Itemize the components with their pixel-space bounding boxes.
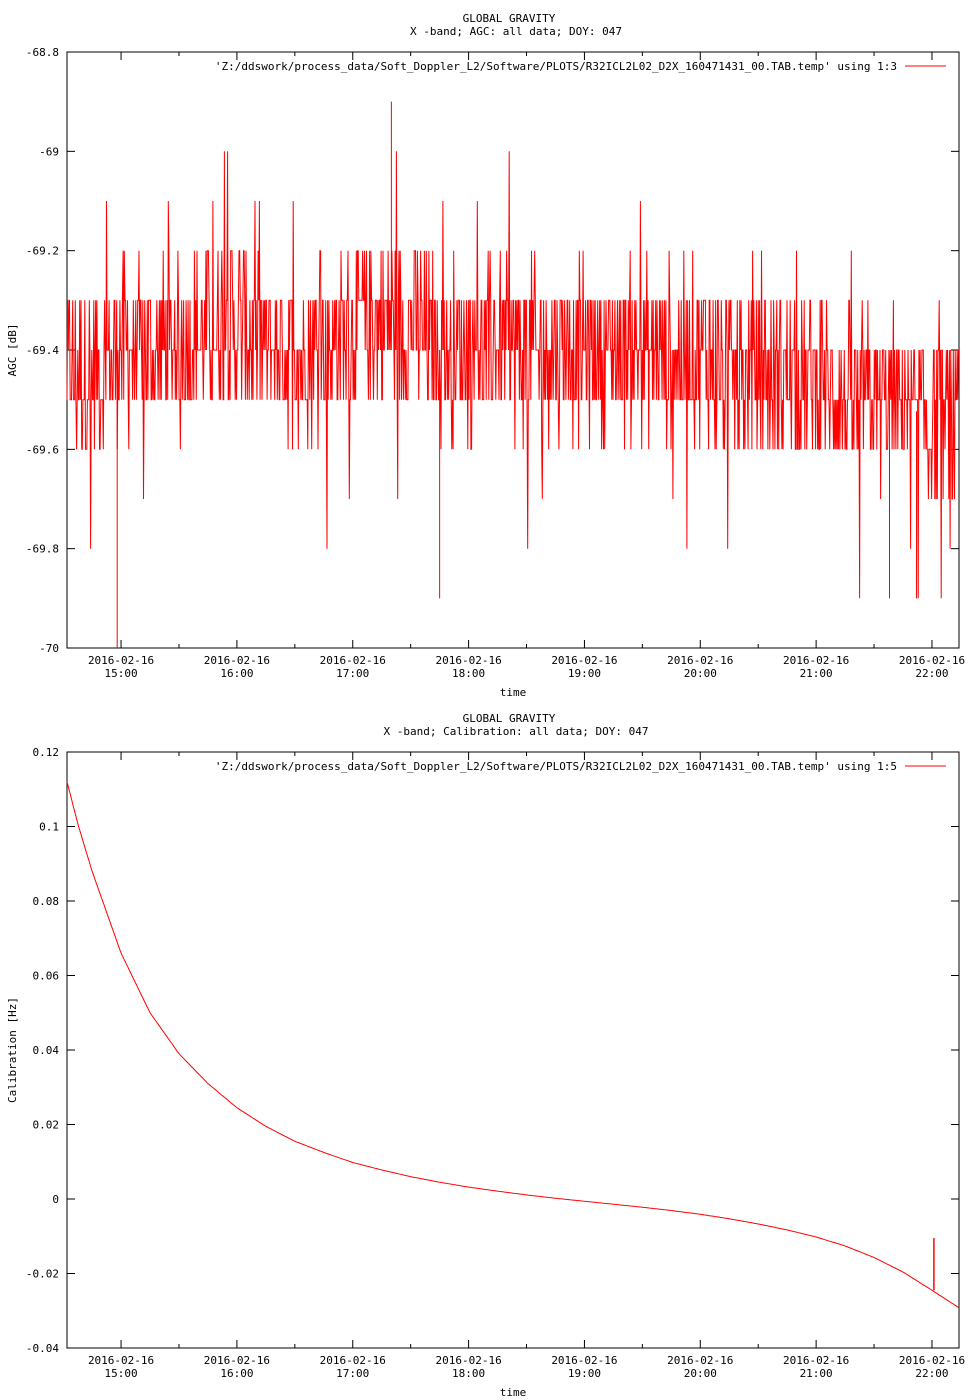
chart-subtitle: X -band; Calibration: all data; DOY: 047 xyxy=(384,725,649,738)
x-tick-time-label: 15:00 xyxy=(104,667,137,680)
calibration-chart: GLOBAL GRAVITY X -band; Calibration: all… xyxy=(6,712,965,1399)
legend: 'Z:/ddswork/process_data/Soft_Doppler_L2… xyxy=(215,60,946,73)
x-tick-time-label: 22:00 xyxy=(915,1367,948,1380)
x-tick-time-label: 18:00 xyxy=(452,667,485,680)
y-tick-label: -68.8 xyxy=(26,46,59,59)
y-tick-label: -69.8 xyxy=(26,543,59,556)
x-tick-date-label: 2016-02-16 xyxy=(320,654,386,667)
x-tick-time-label: 20:00 xyxy=(684,667,717,680)
y-axis-label: Calibration [Hz] xyxy=(6,997,19,1103)
series-group xyxy=(66,101,959,648)
x-tick-date-label: 2016-02-16 xyxy=(899,654,965,667)
x-tick-time-label: 19:00 xyxy=(568,667,601,680)
legend-label: 'Z:/ddswork/process_data/Soft_Doppler_L2… xyxy=(215,60,897,73)
x-tick-time-label: 21:00 xyxy=(800,1367,833,1380)
x-tick-time-label: 22:00 xyxy=(915,667,948,680)
x-tick-date-label: 2016-02-16 xyxy=(88,1354,154,1367)
x-tick-time-label: 17:00 xyxy=(336,667,369,680)
y-axis-label: AGC [dB] xyxy=(6,324,19,377)
y-tick-label: 0.1 xyxy=(39,821,59,834)
x-tick-time-label: 16:00 xyxy=(220,1367,253,1380)
x-tick-date-label: 2016-02-16 xyxy=(783,1354,849,1367)
x-tick-time-label: 21:00 xyxy=(800,667,833,680)
x-tick-time-label: 20:00 xyxy=(684,1367,717,1380)
y-tick-label: 0.04 xyxy=(33,1044,60,1057)
series-group xyxy=(66,781,960,1309)
y-tick-label: -0.02 xyxy=(26,1268,59,1281)
chart-subtitle: X -band; AGC: all data; DOY: 047 xyxy=(410,25,622,38)
x-tick-date-label: 2016-02-16 xyxy=(204,1354,270,1367)
x-tick-time-label: 18:00 xyxy=(452,1367,485,1380)
x-axis: 2016-02-1615:002016-02-1616:002016-02-16… xyxy=(88,752,965,1380)
legend-label: 'Z:/ddswork/process_data/Soft_Doppler_L2… xyxy=(215,760,897,773)
x-tick-date-label: 2016-02-16 xyxy=(88,654,154,667)
series-line xyxy=(66,151,959,599)
y-tick-label: -69.2 xyxy=(26,245,59,258)
x-tick-date-label: 2016-02-16 xyxy=(551,1354,617,1367)
x-tick-date-label: 2016-02-16 xyxy=(667,654,733,667)
x-tick-date-label: 2016-02-16 xyxy=(320,1354,386,1367)
y-tick-label: 0.12 xyxy=(33,746,60,759)
y-tick-label: 0.02 xyxy=(33,1119,60,1132)
x-tick-date-label: 2016-02-16 xyxy=(435,654,501,667)
x-axis: 2016-02-1615:002016-02-1616:002016-02-16… xyxy=(88,52,965,680)
x-tick-date-label: 2016-02-16 xyxy=(899,1354,965,1367)
x-axis-label: time xyxy=(500,686,527,699)
chart-title: GLOBAL GRAVITY xyxy=(463,712,556,725)
y-tick-label: 0.06 xyxy=(33,970,60,983)
y-tick-label: -0.04 xyxy=(26,1342,59,1355)
x-tick-date-label: 2016-02-16 xyxy=(435,1354,501,1367)
x-tick-date-label: 2016-02-16 xyxy=(551,654,617,667)
chart-title: GLOBAL GRAVITY xyxy=(463,12,556,25)
x-tick-date-label: 2016-02-16 xyxy=(783,654,849,667)
y-tick-label: -69.4 xyxy=(26,344,59,357)
x-tick-time-label: 16:00 xyxy=(220,667,253,680)
x-axis-label: time xyxy=(500,1386,527,1399)
series-line xyxy=(66,781,960,1309)
y-tick-label: -69 xyxy=(39,145,59,158)
x-tick-time-label: 17:00 xyxy=(336,1367,369,1380)
x-tick-date-label: 2016-02-16 xyxy=(204,654,270,667)
agc-chart: GLOBAL GRAVITY X -band; AGC: all data; D… xyxy=(6,12,965,699)
x-tick-date-label: 2016-02-16 xyxy=(667,1354,733,1367)
y-tick-label: -69.6 xyxy=(26,443,59,456)
y-tick-label: 0 xyxy=(52,1193,59,1206)
y-tick-label: -70 xyxy=(39,642,59,655)
plot-frame xyxy=(66,751,960,1349)
x-tick-time-label: 15:00 xyxy=(104,1367,137,1380)
y-axis: 0.12 0.1 0.08 0.06 0.04 0.02 0 -0.02 -0.04 xyxy=(26,746,959,1355)
legend: 'Z:/ddswork/process_data/Soft_Doppler_L2… xyxy=(215,760,946,773)
x-tick-time-label: 19:00 xyxy=(568,1367,601,1380)
y-tick-label: 0.08 xyxy=(33,895,60,908)
